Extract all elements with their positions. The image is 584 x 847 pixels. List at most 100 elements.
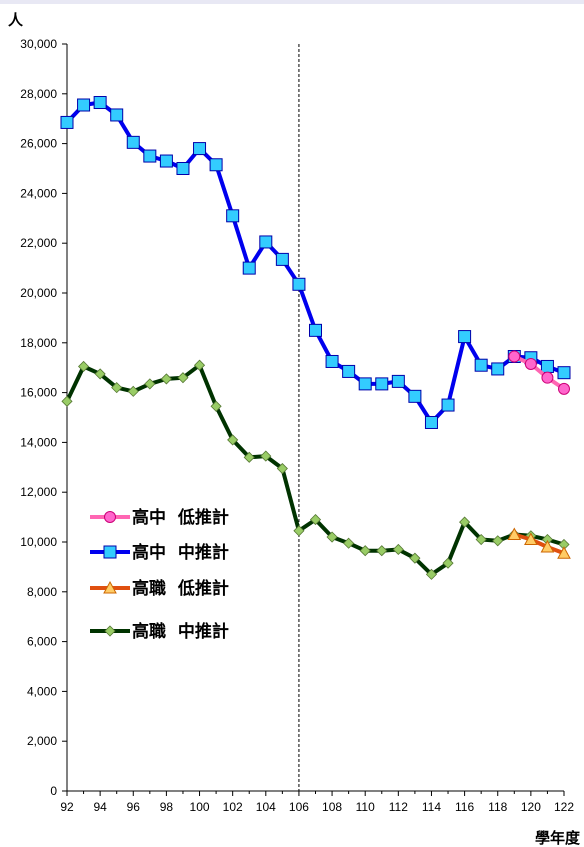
x-tick-label: 96 [127,800,141,814]
y-tick-label: 24,000 [20,186,57,200]
x-tick-label: 102 [223,800,243,814]
data-point [326,531,338,543]
data-point [441,398,455,412]
data-point [459,516,471,528]
y-tick-label: 4,000 [27,684,57,698]
data-point [359,545,371,557]
data-point [558,382,570,395]
data-point [475,533,487,546]
data-point [293,525,305,537]
x-tick-label: 120 [521,800,541,814]
data-point [491,362,505,376]
y-axis-label: 人 [8,11,24,29]
data-point [408,389,422,403]
data-point [524,357,537,370]
legend-item: 高職 低推計 [90,578,229,599]
data-point [275,252,289,266]
data-point [60,115,74,129]
y-tick-label: 14,000 [20,435,57,449]
data-point [193,359,206,371]
y-tick-label: 0 [50,784,57,798]
data-point [77,98,91,112]
data-point [309,514,322,526]
data-point [176,162,190,175]
x-tick-label: 104 [256,800,276,814]
y-tick-label: 12,000 [20,485,57,499]
data-point [358,377,372,391]
y-tick-label: 8,000 [27,585,57,599]
data-point [94,368,106,380]
data-point [93,96,107,110]
legend-label: 高中 中推計 [132,542,229,563]
data-point [458,330,472,344]
axes: 0 2,000 4,000 6,000 8,000 10,000 12,000 14,000 1… [20,37,574,814]
data-point [159,154,173,168]
data-point [392,543,404,556]
data-point [343,537,355,549]
series-line [513,532,565,556]
x-tick-label: 92 [60,800,74,814]
data-point [276,462,288,475]
data-point [127,385,139,397]
data-point [342,364,356,378]
legend-label: 高職 低推計 [132,578,229,599]
x-tick-label: 122 [554,800,574,814]
data-point [540,539,555,553]
data-point [61,395,73,407]
data-point [409,552,421,564]
data-point [144,378,156,390]
x-tick-label: 116 [455,800,474,814]
legend-marker [103,545,117,559]
data-point [309,323,322,337]
data-point [425,568,438,580]
data-point [243,451,255,463]
data-point [540,359,554,373]
data-point [110,108,124,122]
data-point [111,382,123,394]
y-tick-label: 30,000 [20,37,57,51]
data-point [260,450,272,462]
data-point [259,235,273,249]
legend-marker [104,511,116,523]
data-point [126,135,140,149]
series-1 [60,96,571,429]
x-tick-label: 108 [322,800,342,814]
series-3 [61,359,570,580]
y-tick-label: 10,000 [20,535,57,549]
data-point [376,545,388,557]
data-point [524,532,538,546]
data-point [557,546,571,559]
data-point [557,366,571,380]
y-tick-label: 16,000 [20,386,57,400]
data-point [375,377,389,391]
data-point [442,557,454,569]
y-tick-label: 26,000 [20,137,57,151]
data-point [160,373,172,385]
x-tick-label: 106 [289,800,309,814]
y-tick-label: 18,000 [20,336,57,350]
legend-label: 高職 中推計 [132,621,229,642]
legend-item: 高職 中推計 [90,621,229,642]
data-point [492,535,504,547]
y-tick-label: 22,000 [20,236,57,250]
data-point [143,149,157,163]
data-point [210,400,222,412]
data-point [391,374,405,388]
y-tick-label: 2,000 [27,734,57,748]
x-axis-label: 學年度 [535,829,581,847]
data-point [507,527,522,541]
legend-label: 高中 低推計 [132,507,229,528]
data-point [227,434,239,446]
legend-marker [104,625,116,637]
data-point [325,354,339,368]
legend-item: 高中 低推計 [90,507,229,528]
y-tick-label: 6,000 [27,635,57,649]
x-tick-label: 94 [93,800,107,814]
x-tick-label: 114 [422,800,441,814]
y-tick-label: 28,000 [20,87,57,101]
top-border [0,0,584,4]
x-tick-label: 110 [356,800,375,814]
data-point [292,277,306,291]
